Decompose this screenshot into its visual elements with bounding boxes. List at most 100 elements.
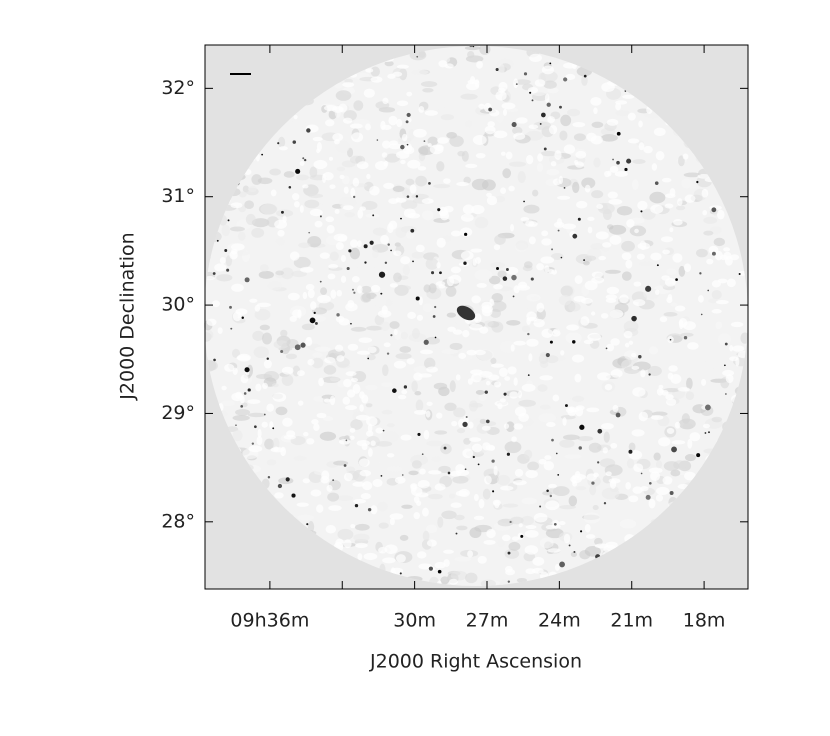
speckle (650, 204, 664, 214)
speckle (551, 329, 561, 337)
speckle (607, 191, 618, 199)
speckle (372, 227, 387, 236)
speckle (526, 317, 531, 326)
speckle (676, 205, 686, 211)
speckle (356, 161, 369, 170)
speckle (450, 570, 468, 581)
speckle (418, 373, 433, 378)
point-source (572, 233, 578, 239)
speckle (674, 421, 681, 429)
speckle (490, 363, 504, 368)
speckle (497, 270, 507, 278)
speckle (441, 510, 457, 520)
point-source (551, 438, 554, 442)
speckle (389, 140, 398, 146)
speckle (343, 472, 353, 482)
point-source (597, 461, 600, 464)
speckle (462, 329, 470, 338)
speckle (504, 441, 522, 454)
speckle (293, 114, 298, 120)
speckle (422, 87, 434, 93)
speckle (401, 133, 408, 142)
speckle (632, 299, 646, 307)
speckle (597, 372, 611, 381)
speckle (360, 285, 372, 294)
speckle (729, 356, 739, 362)
point-source (406, 195, 410, 198)
speckle (277, 136, 286, 148)
speckle (625, 259, 633, 269)
speckle (452, 475, 469, 484)
speckle (667, 294, 673, 301)
speckle (426, 401, 433, 406)
speckle (336, 495, 354, 501)
speckle (570, 551, 578, 558)
speckle (402, 264, 410, 276)
speckle (333, 233, 348, 242)
speckle (342, 205, 354, 211)
point-source (512, 295, 515, 298)
speckle (689, 432, 701, 442)
speckle (413, 512, 421, 520)
speckle (621, 271, 632, 281)
speckle (632, 387, 646, 397)
speckle (494, 195, 506, 203)
speckle (422, 507, 429, 517)
speckle (536, 162, 544, 172)
speckle (674, 305, 686, 312)
point-source (708, 431, 710, 434)
speckle (466, 89, 478, 95)
speckle (372, 478, 383, 488)
speckle (433, 184, 451, 189)
speckle (552, 394, 560, 402)
point-source (563, 77, 568, 82)
speckle (526, 338, 539, 347)
speckle (322, 172, 334, 181)
point-source (281, 210, 284, 214)
point-source (531, 99, 534, 102)
speckle (366, 354, 376, 361)
speckle (636, 253, 645, 260)
speckle (309, 166, 318, 178)
speckle (702, 210, 708, 216)
speckle (337, 528, 354, 541)
point-source (557, 229, 560, 232)
y-tick-label: 28° (161, 510, 195, 532)
point-source (704, 432, 707, 434)
point-source (300, 342, 306, 348)
point-source (434, 305, 437, 309)
point-source (350, 322, 352, 325)
speckle (286, 430, 296, 438)
speckle (566, 324, 579, 331)
speckle (729, 345, 734, 352)
speckle (267, 280, 282, 291)
point-source (244, 277, 250, 283)
point-source (507, 580, 510, 583)
speckle (475, 389, 485, 395)
speckle (413, 366, 430, 374)
speckle (538, 353, 549, 365)
speckle (575, 150, 587, 159)
point-source (367, 507, 372, 512)
speckle (523, 261, 533, 269)
speckle (350, 419, 363, 430)
speckle (576, 200, 588, 209)
speckle (588, 442, 602, 453)
speckle (412, 128, 427, 138)
speckle (583, 260, 590, 266)
point-source (527, 374, 530, 377)
speckle (681, 413, 690, 424)
speckle (521, 497, 537, 505)
speckle (293, 256, 311, 269)
speckle (478, 103, 485, 109)
speckle (357, 262, 375, 273)
point-source (437, 569, 442, 574)
speckle (414, 391, 422, 396)
speckle (406, 358, 415, 365)
speckle (272, 437, 280, 450)
speckle (562, 223, 577, 230)
speckle (622, 94, 635, 99)
speckle (300, 266, 314, 273)
speckle (536, 302, 545, 313)
speckle (521, 383, 536, 392)
